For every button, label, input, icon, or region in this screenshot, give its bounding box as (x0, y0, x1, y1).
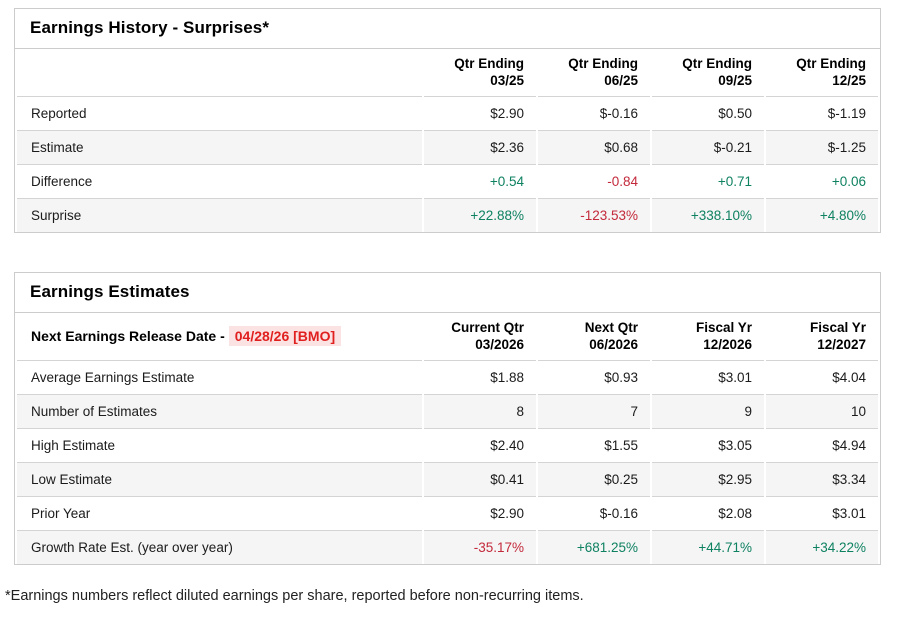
table-cell: $2.90 (424, 96, 536, 130)
table-cell: +44.71% (652, 530, 764, 564)
table-cell: $-0.21 (652, 130, 764, 164)
table-cell: -123.53% (538, 198, 650, 232)
table-cell: $2.90 (424, 496, 536, 530)
table-cell: $0.93 (538, 360, 650, 394)
table-cell: $-1.25 (766, 130, 878, 164)
next-earnings-release: Next Earnings Release Date -04/28/26 [BM… (17, 313, 422, 360)
column-header-line: Qtr Ending (454, 56, 524, 71)
column-header-line: 09/25 (718, 73, 752, 88)
table-cell: +34.22% (766, 530, 878, 564)
column-header-current-qtr: Current Qtr 03/2026 (424, 313, 536, 360)
table-row-surprise: Surprise +22.88% -123.53% +338.10% +4.80… (17, 198, 878, 232)
row-label: Prior Year (17, 496, 422, 530)
column-header-line: Qtr Ending (568, 56, 638, 71)
column-header-line: 12/2027 (817, 337, 866, 352)
table-cell: $-0.16 (538, 96, 650, 130)
table-cell: +0.71 (652, 164, 764, 198)
table-cell: $2.08 (652, 496, 764, 530)
column-header-line: 03/25 (490, 73, 524, 88)
column-header-line: Current Qtr (451, 320, 524, 335)
release-date-label: Next Earnings Release Date - (31, 327, 225, 344)
column-header-qtr-0325: Qtr Ending 03/25 (424, 49, 536, 96)
table-cell: $3.05 (652, 428, 764, 462)
row-label: Reported (17, 96, 422, 130)
table-cell: -0.84 (538, 164, 650, 198)
row-label: Estimate (17, 130, 422, 164)
table-cell: +0.54 (424, 164, 536, 198)
table-cell: $3.01 (766, 496, 878, 530)
table-cell: $0.25 (538, 462, 650, 496)
column-header-row: Next Earnings Release Date -04/28/26 [BM… (17, 313, 878, 360)
table-cell: $0.50 (652, 96, 764, 130)
table-cell: +4.80% (766, 198, 878, 232)
column-header-fiscal-yr-2026: Fiscal Yr 12/2026 (652, 313, 764, 360)
table-row-difference: Difference +0.54 -0.84 +0.71 +0.06 (17, 164, 878, 198)
table-cell: 7 (538, 394, 650, 428)
column-header-line: Fiscal Yr (809, 320, 866, 335)
table-cell: 10 (766, 394, 878, 428)
column-header-line: 06/25 (604, 73, 638, 88)
column-header-qtr-1225: Qtr Ending 12/25 (766, 49, 878, 96)
earnings-history-section: Earnings History - Surprises* Qtr Ending… (14, 8, 881, 233)
column-header-qtr-0925: Qtr Ending 09/25 (652, 49, 764, 96)
table-row-prior-year: Prior Year $2.90 $-0.16 $2.08 $3.01 (17, 496, 878, 530)
table-row-reported: Reported $2.90 $-0.16 $0.50 $-1.19 (17, 96, 878, 130)
column-header-row: Qtr Ending 03/25 Qtr Ending 06/25 Qtr En… (17, 49, 878, 96)
table-row-low-estimate: Low Estimate $0.41 $0.25 $2.95 $3.34 (17, 462, 878, 496)
table-cell: $-0.16 (538, 496, 650, 530)
table-cell: $1.55 (538, 428, 650, 462)
table-cell: +681.25% (538, 530, 650, 564)
table-row-average-estimate: Average Earnings Estimate $1.88 $0.93 $3… (17, 360, 878, 394)
table-cell: +22.88% (424, 198, 536, 232)
table-cell: -35.17% (424, 530, 536, 564)
row-label: Low Estimate (17, 462, 422, 496)
column-header-line: Next Qtr (584, 320, 638, 335)
earnings-estimates-title: Earnings Estimates (15, 273, 880, 313)
table-row-number-of-estimates: Number of Estimates 8 7 9 10 (17, 394, 878, 428)
row-label: Surprise (17, 198, 422, 232)
row-label: High Estimate (17, 428, 422, 462)
table-cell: $3.34 (766, 462, 878, 496)
row-label: Growth Rate Est. (year over year) (17, 530, 422, 564)
table-row-high-estimate: High Estimate $2.40 $1.55 $3.05 $4.94 (17, 428, 878, 462)
column-header-line: 12/25 (832, 73, 866, 88)
table-cell: 8 (424, 394, 536, 428)
column-header-fiscal-yr-2027: Fiscal Yr 12/2027 (766, 313, 878, 360)
table-cell: $2.40 (424, 428, 536, 462)
table-cell: $0.41 (424, 462, 536, 496)
table-cell: $-1.19 (766, 96, 878, 130)
table-cell: $0.68 (538, 130, 650, 164)
table-cell: $2.95 (652, 462, 764, 496)
earnings-history-title: Earnings History - Surprises* (15, 9, 880, 49)
column-header-next-qtr: Next Qtr 06/2026 (538, 313, 650, 360)
column-header-line: Fiscal Yr (695, 320, 752, 335)
table-cell: $3.01 (652, 360, 764, 394)
earnings-estimates-section: Earnings Estimates Next Earnings Release… (14, 272, 881, 565)
row-label: Average Earnings Estimate (17, 360, 422, 394)
empty-header-cell (17, 49, 422, 96)
column-header-qtr-0625: Qtr Ending 06/25 (538, 49, 650, 96)
table-row-growth-rate: Growth Rate Est. (year over year) -35.17… (17, 530, 878, 564)
table-cell: +0.06 (766, 164, 878, 198)
table-row-estimate: Estimate $2.36 $0.68 $-0.21 $-1.25 (17, 130, 878, 164)
table-cell: $4.94 (766, 428, 878, 462)
table-cell: +338.10% (652, 198, 764, 232)
column-header-line: Qtr Ending (796, 56, 866, 71)
table-cell: $1.88 (424, 360, 536, 394)
column-header-line: Qtr Ending (682, 56, 752, 71)
table-cell: $2.36 (424, 130, 536, 164)
table-cell: 9 (652, 394, 764, 428)
column-header-line: 06/2026 (589, 337, 638, 352)
release-date-value: 04/28/26 [BMO] (228, 325, 342, 346)
table-cell: $4.04 (766, 360, 878, 394)
column-header-line: 03/2026 (475, 337, 524, 352)
row-label: Number of Estimates (17, 394, 422, 428)
column-header-line: 12/2026 (703, 337, 752, 352)
earnings-history-table: Qtr Ending 03/25 Qtr Ending 06/25 Qtr En… (15, 49, 880, 232)
earnings-estimates-table: Next Earnings Release Date -04/28/26 [BM… (15, 313, 880, 564)
earnings-footnote: *Earnings numbers reflect diluted earnin… (5, 588, 584, 604)
row-label: Difference (17, 164, 422, 198)
